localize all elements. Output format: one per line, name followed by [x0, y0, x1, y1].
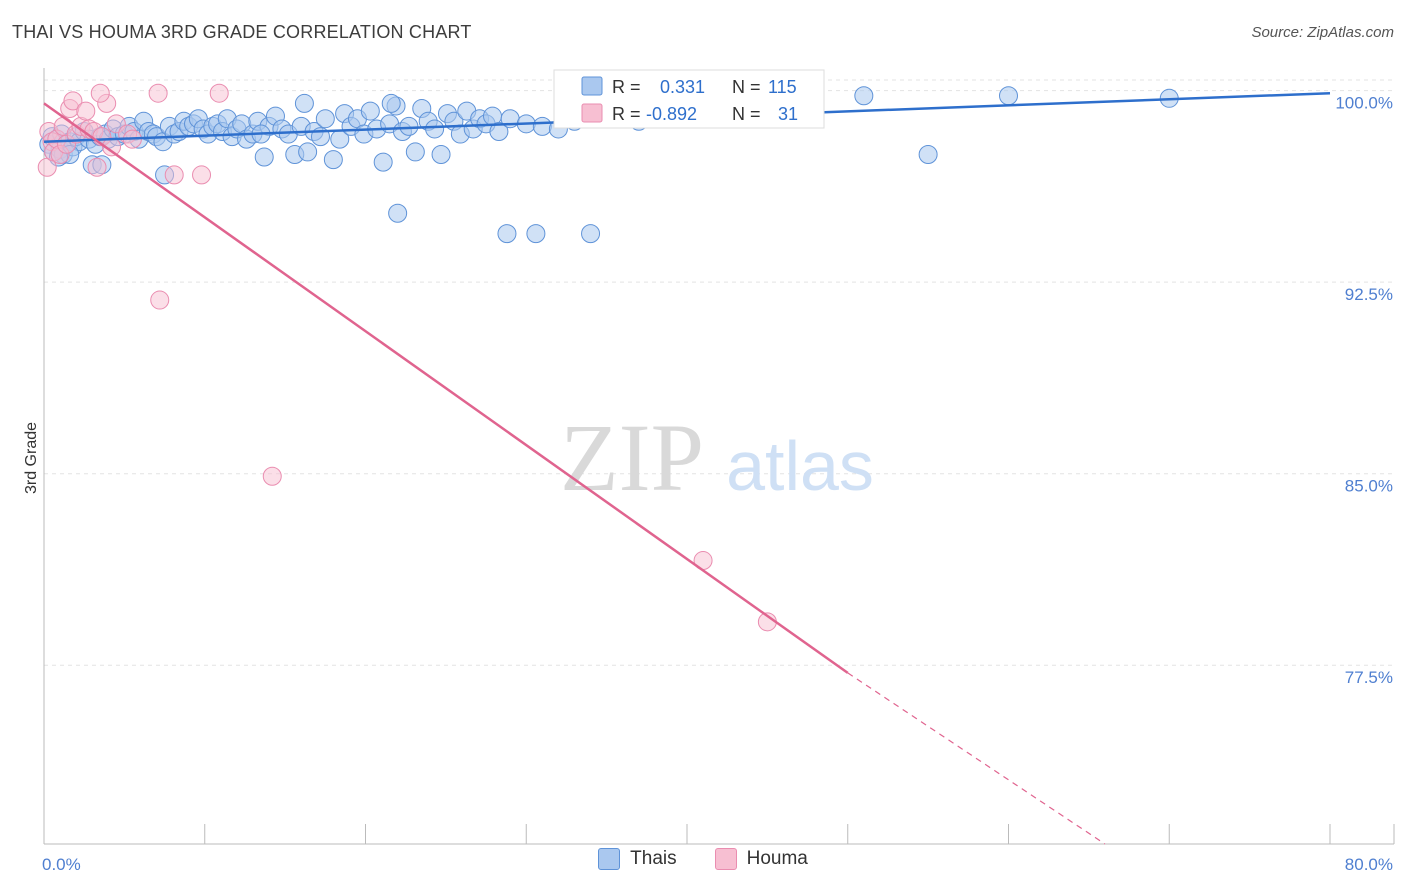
- houma-point: [87, 157, 107, 177]
- legend-label-houma: Houma: [746, 848, 808, 869]
- thais-point: [431, 144, 451, 164]
- thais-point: [298, 142, 318, 162]
- thais-point: [489, 122, 509, 142]
- thais-point: [360, 101, 380, 121]
- stats-thais-swatch: [581, 76, 603, 96]
- houma-trend-extension: [847, 672, 1106, 845]
- thais-point: [315, 109, 335, 129]
- grid-lines: [44, 79, 1394, 666]
- stats-thais-n-value: 115: [768, 77, 797, 97]
- legend-swatch-thais: [598, 848, 621, 870]
- thais-point: [294, 93, 314, 113]
- stats-thais-r-value: 0.331: [660, 77, 705, 97]
- y-tick-label: 92.5%: [1345, 285, 1393, 304]
- stats-houma-n-label: N =: [732, 104, 761, 124]
- x-tick-label-end: 80.0%: [1345, 855, 1393, 874]
- legend: Thais Houma: [0, 848, 1406, 870]
- thais-point: [373, 152, 393, 172]
- legend-item-houma[interactable]: Houma: [714, 848, 808, 870]
- legend-swatch-houma: [714, 848, 737, 870]
- thais-point: [381, 93, 401, 113]
- thais-point: [425, 119, 445, 139]
- thais-point: [388, 203, 408, 223]
- stats-box: R = 0.331 N = 115 R = -0.892 N = 31: [553, 69, 825, 129]
- thais-point: [526, 224, 546, 244]
- chart-title: THAI VS HOUMA 3RD GRADE CORRELATION CHAR…: [12, 22, 472, 42]
- series-houma: [37, 83, 777, 632]
- y-tick-label: 77.5%: [1345, 668, 1393, 687]
- watermark-zip: ZIP: [560, 404, 704, 511]
- y-tick-label: 85.0%: [1345, 477, 1393, 496]
- thais-point: [399, 116, 419, 136]
- houma-point: [150, 290, 170, 310]
- y-axis-label: 3rd Grade: [23, 422, 40, 494]
- houma-point: [102, 137, 122, 157]
- stats-houma-r-value: -0.892: [646, 104, 697, 124]
- thais-point: [532, 116, 552, 136]
- legend-label-thais: Thais: [630, 848, 677, 869]
- stats-houma-n-value: 31: [778, 104, 798, 124]
- stats-houma-r-label: R =: [612, 104, 641, 124]
- axes: [43, 68, 1395, 845]
- houma-trend-line: [43, 102, 849, 674]
- legend-item-thais[interactable]: Thais: [598, 848, 677, 870]
- thais-point: [254, 147, 274, 167]
- thais-point: [581, 224, 601, 244]
- houma-point: [148, 83, 168, 103]
- x-tick-label-start: 0.0%: [42, 855, 81, 874]
- houma-point: [164, 165, 184, 185]
- houma-point: [76, 101, 96, 121]
- thais-point: [323, 150, 343, 170]
- tick-labels: 100.0% 92.5% 85.0% 77.5% 0.0% 80.0%: [42, 94, 1393, 874]
- thais-point: [497, 224, 517, 244]
- stats-thais-r-label: R =: [612, 77, 641, 97]
- houma-point: [90, 83, 110, 103]
- thais-point: [405, 142, 425, 162]
- houma-point: [192, 165, 212, 185]
- stats-houma-swatch: [581, 103, 603, 123]
- source-credit: Source: ZipAtlas.com: [1251, 24, 1394, 41]
- y-tick-label: 100.0%: [1335, 94, 1393, 113]
- houma-point: [262, 466, 282, 486]
- watermark-atlas: atlas: [726, 427, 874, 505]
- thais-point: [854, 86, 874, 106]
- thais-point: [918, 144, 938, 164]
- thais-point: [999, 86, 1018, 106]
- houma-point: [209, 83, 229, 103]
- stats-thais-n-label: N =: [732, 77, 761, 97]
- houma-point: [63, 91, 83, 111]
